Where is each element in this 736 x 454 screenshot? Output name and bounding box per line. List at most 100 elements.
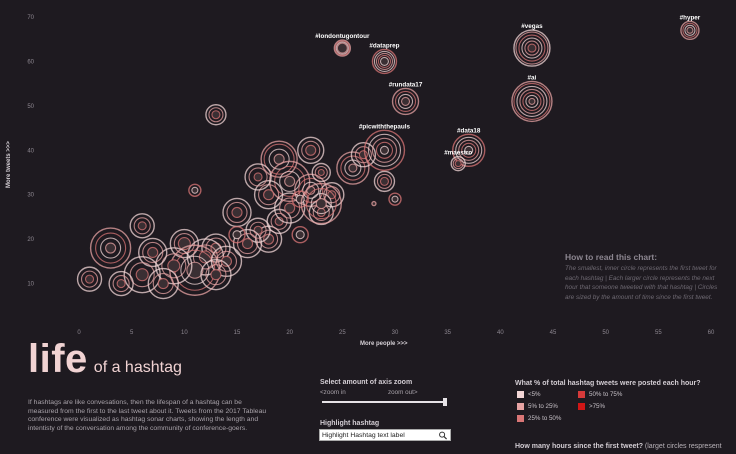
hashtag-marker xyxy=(248,167,268,187)
hashtag-marker xyxy=(336,151,370,185)
x-tick-label: 40 xyxy=(497,330,504,336)
hashtag-marker xyxy=(169,228,200,259)
hashtag-marker xyxy=(464,145,474,155)
x-tick-label: 5 xyxy=(130,330,134,336)
y-tick-label: 50 xyxy=(27,104,34,110)
hashtag-marker xyxy=(516,85,548,117)
hashtag-marker xyxy=(152,273,174,295)
hashtag-marker xyxy=(76,266,103,292)
y-tick-label: 70 xyxy=(27,15,34,21)
hashtag-marker xyxy=(388,192,402,206)
hashtag-marker xyxy=(379,176,390,186)
hashtag-marker xyxy=(511,80,553,123)
zoom-title: Select amount of axis zoom xyxy=(320,379,413,386)
y-tick-label: 30 xyxy=(27,193,34,199)
hashtag-marker xyxy=(108,270,134,297)
legend-item-5to25[interactable]: 5% to 25% xyxy=(517,403,558,410)
hashtag-marker xyxy=(452,133,486,167)
hashtag-marker xyxy=(180,255,210,285)
hashtag-marker xyxy=(205,264,227,286)
y-tick-label: 40 xyxy=(27,148,34,154)
hashtag-marker xyxy=(316,207,326,218)
hashtag-marker xyxy=(191,186,199,194)
hashtag-marker xyxy=(138,237,168,268)
search-icon[interactable] xyxy=(438,431,448,440)
highlight-title: Highlight hashtag xyxy=(320,420,380,427)
hashtag-sonar-chart: 0 5 10 15 20 25 30 35 40 45 50 55 60 10 20 30 40 50 60 70 #l… xyxy=(27,14,715,336)
hashtag-marker xyxy=(210,245,243,278)
hashtag-marker xyxy=(231,206,243,219)
hashtag-marker xyxy=(515,31,549,65)
hashtag-marker xyxy=(279,197,301,219)
hashtag-marker xyxy=(112,275,130,293)
zoom-slider-track[interactable] xyxy=(322,401,446,403)
hashtag-marker xyxy=(211,110,221,120)
hashtag-marker xyxy=(367,133,402,167)
hashtag-label: #picwiththepauls xyxy=(359,123,411,130)
hashtag-marker xyxy=(373,50,396,72)
hashtag-marker xyxy=(157,278,169,290)
hashtag-marker xyxy=(334,40,350,56)
zoom-slider-handle[interactable] xyxy=(443,398,447,406)
hashtag-marker xyxy=(273,192,306,224)
percent-legend-title: What % of total hashtag tweets were post… xyxy=(515,380,701,387)
legend-item-50to75[interactable]: 50% to 75% xyxy=(578,391,622,398)
hashtag-marker xyxy=(89,227,132,269)
hashtag-marker xyxy=(291,190,309,208)
hashtag-marker xyxy=(200,258,232,291)
x-tick-label: 30 xyxy=(392,330,399,336)
hashtag-marker xyxy=(236,233,259,255)
hashtag-marker xyxy=(310,193,332,215)
hashtag-marker xyxy=(84,274,95,284)
x-tick-label: 55 xyxy=(655,330,662,336)
hashtag-marker xyxy=(379,56,390,66)
hashtag-marker xyxy=(302,181,320,199)
legend-swatch xyxy=(578,391,585,398)
hashtag-marker xyxy=(521,37,543,59)
highlight-hashtag-input[interactable] xyxy=(322,430,434,440)
how-to-read-title: How to read this chart: xyxy=(565,252,658,262)
hashtag-marker xyxy=(263,143,295,175)
hashtag-marker xyxy=(354,146,372,164)
hashtag-marker xyxy=(375,52,394,70)
legend-label: 50% to 75% xyxy=(589,391,623,399)
hashtag-marker xyxy=(391,87,420,116)
title-sub: of a hashtag xyxy=(93,359,182,376)
hashtag-marker xyxy=(210,269,222,281)
hashtag-label: #dataprep xyxy=(369,42,399,49)
hashtag-marker xyxy=(161,253,187,279)
hashtag-label: #rundata17 xyxy=(389,81,423,88)
hashtag-marker xyxy=(379,145,390,155)
hashtag-marker xyxy=(327,190,337,200)
legend-item-25to50[interactable]: 25% to 50% xyxy=(517,415,561,422)
legend-item-lt5[interactable]: <5% xyxy=(517,391,541,398)
hashtag-marker xyxy=(518,34,546,62)
y-tick-label: 20 xyxy=(27,237,34,243)
hashtag-marker xyxy=(268,148,290,170)
description-text: If hashtags are like convesations, then … xyxy=(28,399,267,432)
hashtag-label: #ai xyxy=(528,74,537,81)
hashtag-marker xyxy=(400,96,411,106)
hashtag-marker xyxy=(232,228,263,259)
highlight-hashtag-field[interactable] xyxy=(319,429,451,441)
legend-swatch xyxy=(517,403,524,410)
hashtag-marker xyxy=(244,163,272,191)
hashtag-marker xyxy=(394,90,417,112)
hashtag-marker xyxy=(340,155,366,181)
x-tick-label: 60 xyxy=(708,330,715,336)
hashtag-marker xyxy=(314,165,328,180)
hashtag-marker xyxy=(186,261,204,279)
legend-label: 5% to 25% xyxy=(528,403,558,411)
how-to-read-panel: How to read this chart: The smallest, in… xyxy=(565,252,723,302)
hashtag-marker xyxy=(295,230,305,240)
hashtag-marker xyxy=(95,232,127,264)
hashtag-marker xyxy=(205,104,227,126)
hashtag-marker xyxy=(305,188,337,220)
hashtag-label: #vegas xyxy=(521,23,543,30)
hashtag-marker xyxy=(458,139,480,161)
how-to-read-body: The smallest, inner circle represents th… xyxy=(565,265,718,301)
legend-item-gt75[interactable]: >75% xyxy=(578,403,605,410)
hashtag-marker xyxy=(317,168,325,177)
hashtag-marker xyxy=(301,140,321,160)
hashtag-marker xyxy=(311,162,331,183)
